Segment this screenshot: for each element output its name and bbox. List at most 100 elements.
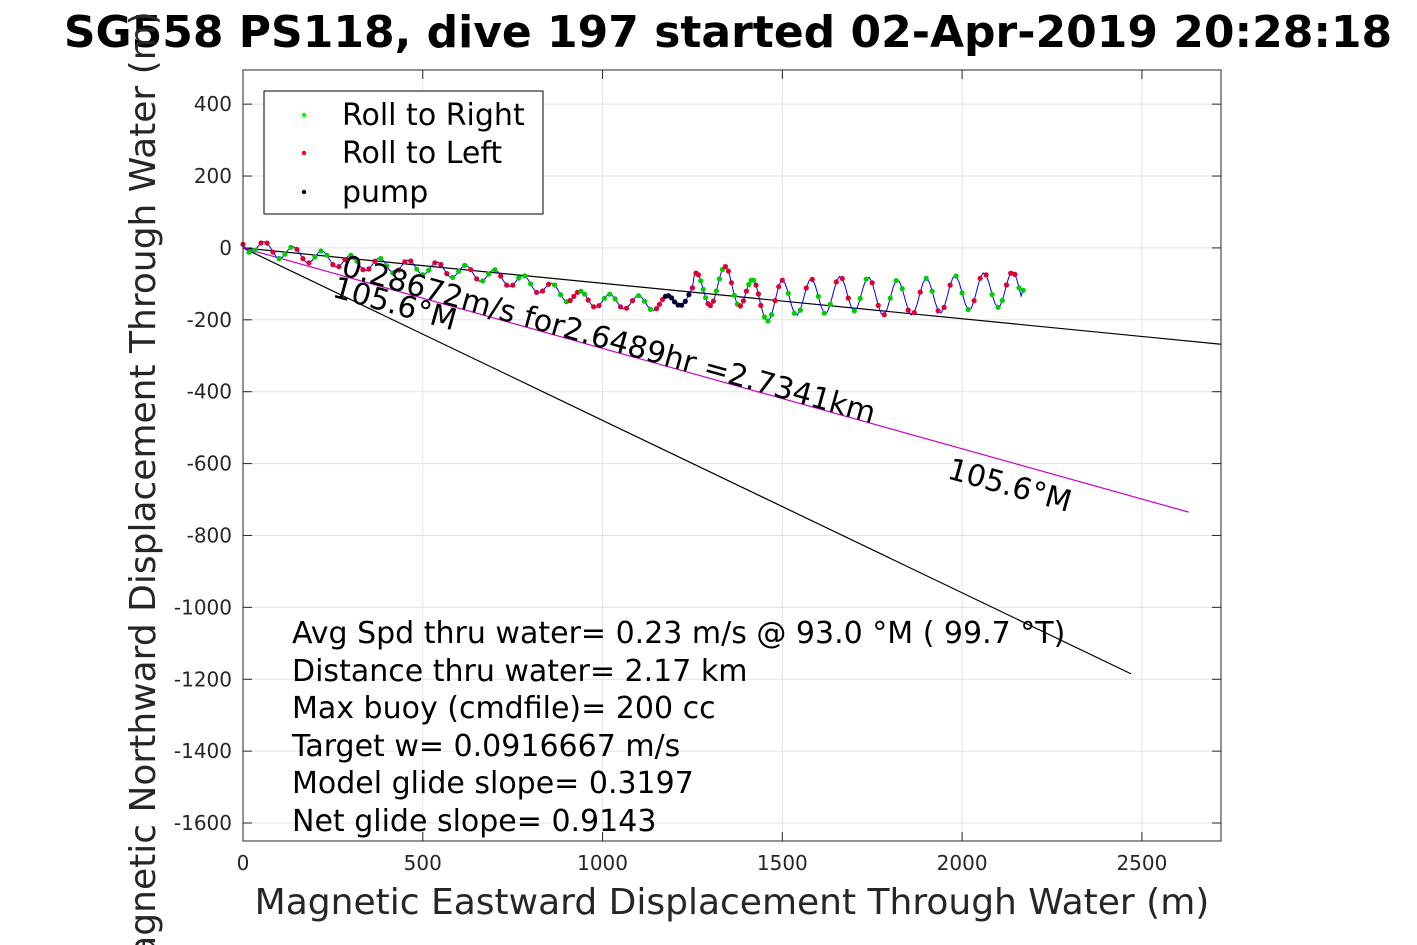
y-tick-label: -200 — [187, 308, 232, 332]
roll-marker — [585, 297, 591, 303]
roll-marker — [596, 303, 602, 309]
roll-marker — [432, 260, 438, 266]
roll-marker — [498, 273, 504, 279]
roll-marker — [695, 272, 702, 278]
roll-marker — [522, 273, 528, 279]
stat-max-buoy: Max buoy (cmdfile)= 200 cc — [292, 691, 716, 726]
roll-marker — [947, 282, 953, 288]
roll-marker — [258, 240, 264, 246]
roll-marker — [737, 303, 744, 309]
roll-marker — [917, 289, 923, 295]
roll-marker — [700, 286, 706, 292]
roll-marker — [755, 291, 762, 297]
roll-marker — [740, 298, 747, 304]
roll-marker — [977, 275, 983, 281]
roll-marker — [923, 275, 929, 281]
roll-marker — [863, 276, 869, 282]
x-tick-label: 2000 — [937, 851, 988, 875]
roll-marker — [821, 310, 827, 316]
roll-marker — [414, 266, 420, 272]
roll-marker — [703, 295, 709, 301]
roll-marker — [390, 270, 396, 276]
roll-marker — [875, 302, 881, 308]
y-tick-label: 200 — [194, 164, 232, 188]
roll-marker — [336, 264, 342, 270]
roll-marker — [845, 295, 851, 301]
legend-label-pump: pump — [342, 175, 428, 210]
roll-marker — [528, 281, 534, 287]
roll-marker — [306, 260, 312, 266]
roll-marker — [653, 306, 660, 312]
chart-title: SG558 PS118, dive 197 started 02-Apr-201… — [64, 7, 1392, 58]
roll-marker — [776, 284, 782, 290]
roll-marker — [989, 291, 995, 298]
roll-marker — [686, 292, 692, 298]
roll-marker — [601, 295, 608, 301]
roll-marker — [282, 251, 288, 257]
roll-marker — [607, 291, 613, 297]
roll-marker — [348, 252, 354, 258]
roll-marker — [1012, 271, 1018, 277]
roll-marker — [772, 298, 778, 304]
roll-marker — [426, 267, 432, 273]
stat-net-glide: Net glide slope= 0.9143 — [292, 804, 656, 839]
roll-marker — [769, 312, 775, 318]
x-tick-label: 2500 — [1116, 851, 1167, 875]
roll-marker — [698, 278, 704, 284]
roll-marker — [402, 259, 408, 265]
roll-marker — [623, 305, 630, 311]
y-tick-label: 400 — [194, 92, 232, 116]
roll-marker — [294, 246, 300, 252]
x-axis-label: Magnetic Eastward Displacement Through W… — [255, 882, 1210, 923]
roll-marker — [318, 248, 324, 254]
roll-marker — [881, 312, 887, 318]
roll-marker — [635, 293, 642, 299]
roll-marker — [354, 258, 360, 264]
roll-marker — [995, 304, 1001, 310]
stat-distance: Distance thru water= 2.17 km — [292, 654, 747, 689]
y-axis-label: Magnetic Northward Displacement Through … — [123, 11, 164, 945]
roll-marker — [679, 302, 685, 308]
roll-marker — [330, 262, 336, 268]
roll-marker — [1003, 282, 1010, 288]
y-tick-label: -1400 — [174, 739, 232, 763]
roll-marker — [785, 290, 791, 296]
roll-marker — [893, 278, 899, 284]
roll-marker — [582, 291, 588, 297]
roll-marker — [617, 304, 624, 310]
roll-marker — [1008, 270, 1014, 276]
roll-marker — [668, 295, 675, 301]
roll-marker — [728, 280, 735, 286]
roll-marker — [791, 310, 797, 316]
roll-marker — [567, 297, 573, 304]
roll-marker — [656, 301, 663, 307]
roll-marker — [929, 288, 935, 294]
roll-marker — [983, 272, 989, 278]
plot-frame — [242, 69, 1222, 842]
roll-marker — [671, 299, 678, 305]
roll-marker — [953, 273, 959, 279]
roll-marker — [558, 292, 564, 298]
roll-marker — [492, 267, 498, 273]
stat-avg-speed: Avg Spd thru water= 0.23 m/s @ 93.0 °M (… — [292, 616, 1065, 651]
roll-marker — [552, 282, 558, 288]
roll-marker — [971, 298, 977, 304]
roll-marker — [751, 277, 757, 283]
roll-marker — [647, 306, 654, 312]
roll-marker — [965, 307, 971, 313]
roll-marker — [641, 298, 648, 304]
legend-label-roll-right: Roll to Right — [342, 98, 525, 133]
roll-marker — [270, 249, 276, 255]
roll-marker — [264, 240, 270, 246]
roll-marker — [905, 307, 911, 313]
roll-marker — [851, 308, 857, 314]
roll-marker — [959, 290, 965, 296]
x-tick-label: 1500 — [757, 851, 808, 875]
roll-marker — [480, 278, 486, 284]
roll-marker — [682, 298, 688, 304]
y-tick-label: -400 — [187, 380, 232, 404]
roll-marker — [716, 276, 723, 282]
roll-marker — [360, 267, 366, 273]
roll-marker — [300, 256, 306, 262]
